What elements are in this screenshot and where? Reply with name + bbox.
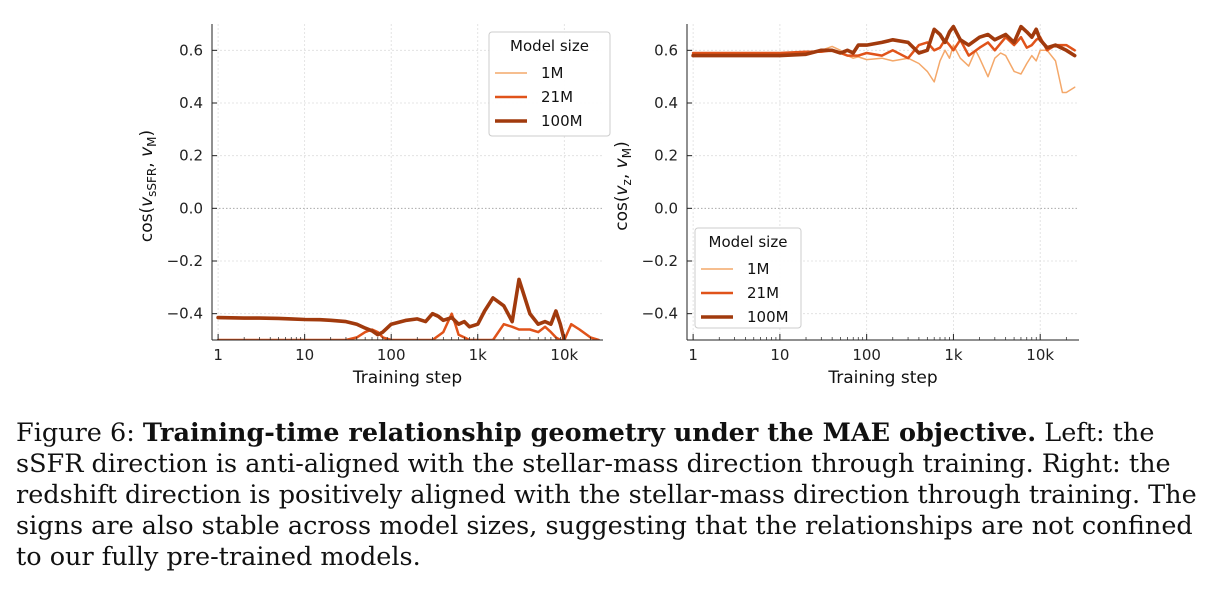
caption-label: Figure 6: [16,418,135,448]
right-legend-label-1m: 1M [747,260,770,278]
right-series-1m-line [692,44,1076,94]
left-legend-label-100m: 100M [541,112,583,130]
figure-panels: 1 10 100 1k 10k −0.4 −0.2 0.0 0.2 0.4 0.6 Training … [137,24,1079,388]
left-legend-label-1m: 1M [541,64,564,82]
right-x-tick-label: 100 [852,346,881,364]
right-x-tick-label: 10k [1026,346,1054,364]
left-x-tick-label: 10 [295,346,314,364]
left-x-tick-label: 1k [469,346,488,364]
right-y-tick-label: −0.4 [642,305,678,323]
left-y-tick-label: 0.6 [179,41,203,59]
right-legend-title: Model size [709,233,788,251]
left-series-100m-line [216,277,567,340]
left-y-tick-label: 0.0 [179,199,203,217]
left-y-tick-label: −0.2 [167,252,203,270]
caption-body: Left: the sSFR direction is anti-aligned… [16,418,1197,572]
left-y-tick-label: −0.4 [167,305,203,323]
left-x-tick-label: 10k [550,346,578,364]
left-legend-title: Model size [510,37,589,55]
right-x-tick-label: 1k [944,346,963,364]
left-legend-box [488,31,611,137]
left-y-tick-label: 0.4 [179,94,203,112]
right-legend-label-21m: 21M [747,284,779,302]
right-y-axis-label: cos(vz, vM) [612,141,634,231]
right-legend-box [694,227,802,329]
left-y-tick-label: 0.2 [179,147,203,165]
right-series-100m-line [691,24,1077,58]
right-y-tick-label: 0.6 [654,41,678,59]
right-y-tick-label: 0.0 [654,199,678,217]
right-x-tick-label: 10 [770,346,789,364]
figure-caption: Figure 6: Training-time relationship geo… [16,418,1211,573]
right-legend: Model size 1M 21M 100M [694,227,802,329]
right-legend-label-100m: 100M [747,308,789,326]
left-legend: Model size 1M 21M 100M [488,31,611,137]
right-y-tick-label: 0.4 [654,94,678,112]
right-chart-panel: 1 10 100 1k 10k −0.4 −0.2 0.0 0.2 0.4 0.6 Training … [612,24,1079,388]
right-y-tick-label: −0.2 [642,252,678,270]
left-legend-label-21m: 21M [541,88,573,106]
right-x-axis-label: Training step [827,368,937,388]
right-x-tick-label: 1 [688,346,698,364]
left-y-axis-label: cos(vsSFR, vM) [137,130,159,242]
right-y-tick-label: 0.2 [654,147,678,165]
left-chart-panel: 1 10 100 1k 10k −0.4 −0.2 0.0 0.2 0.4 0.6 Training … [137,24,611,388]
caption-bold-title: Training-time relationship geometry unde… [142,418,1037,448]
left-x-axis-label: Training step [352,368,462,388]
left-x-tick-label: 100 [377,346,406,364]
left-x-tick-label: 1 [213,346,223,364]
